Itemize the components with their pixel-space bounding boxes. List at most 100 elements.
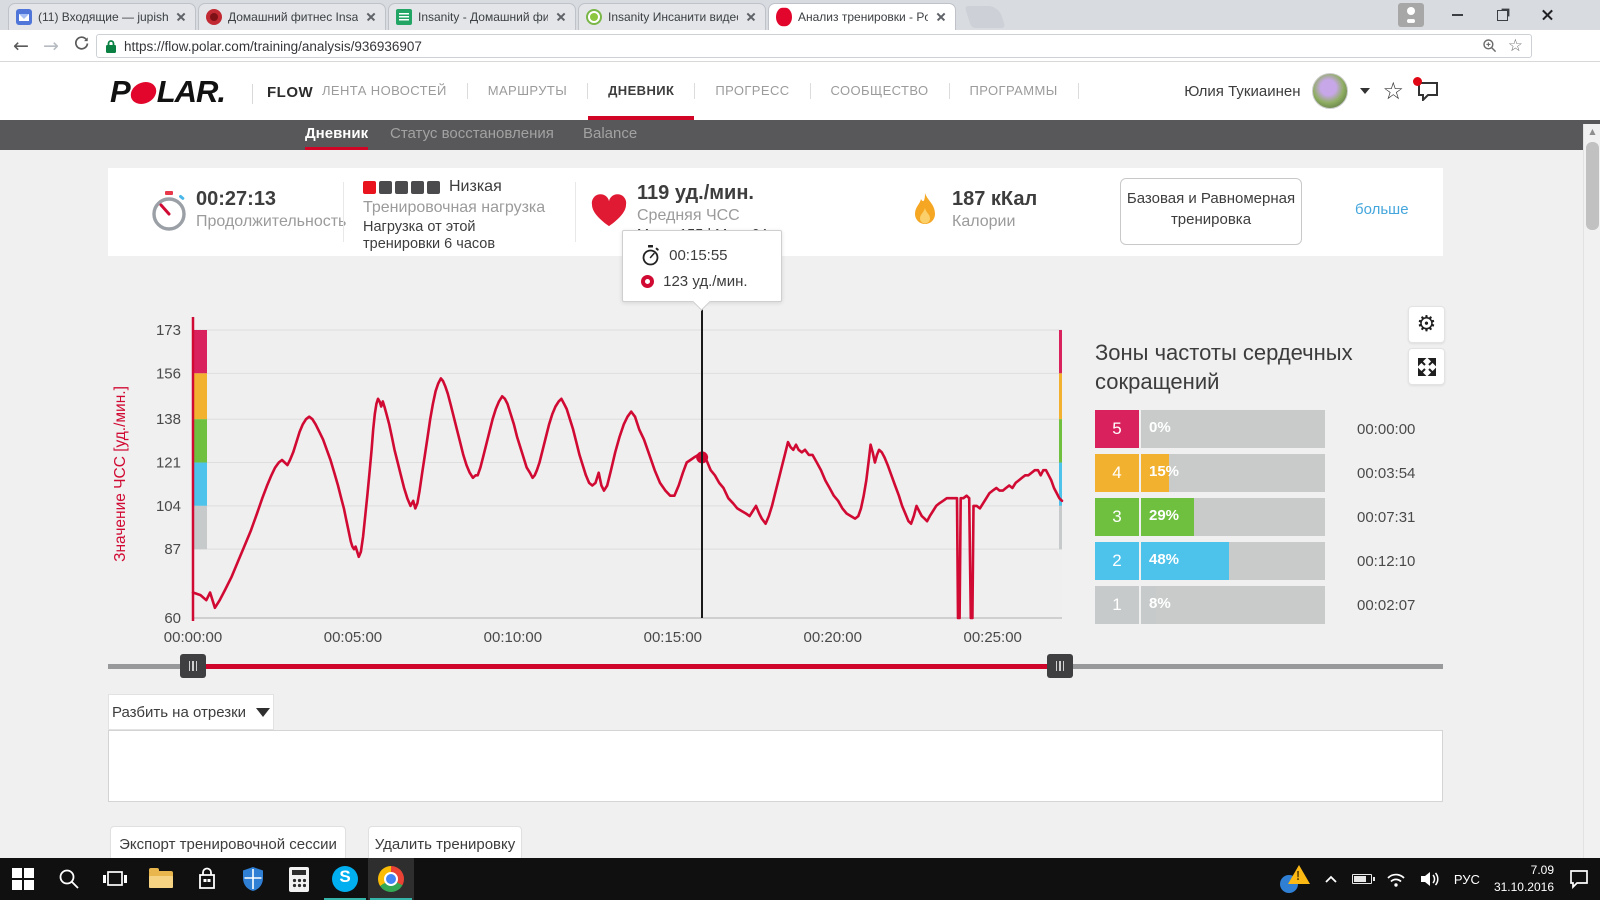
taskbar-search-icon[interactable] — [46, 858, 92, 900]
nav-community[interactable]: СООБЩЕСТВО — [830, 83, 929, 98]
slider-handle-left[interactable] — [180, 654, 206, 678]
favorites-star-icon[interactable]: ☆ — [1382, 77, 1404, 105]
start-button[interactable] — [0, 858, 46, 900]
close-icon[interactable] — [554, 10, 568, 24]
action-center-icon[interactable] — [1568, 869, 1590, 889]
subnav-balance[interactable]: Balance — [583, 125, 638, 142]
subnav-diary[interactable]: Дневник — [305, 120, 369, 150]
alert-tray-icon[interactable] — [1279, 865, 1310, 893]
svg-text:121: 121 — [156, 455, 181, 472]
windows-defender-icon[interactable] — [230, 858, 276, 900]
video-site-icon — [586, 9, 602, 25]
avg-hr-value: 119 уд./мин. — [637, 182, 754, 204]
delete-training-button[interactable]: Удалить тренировку — [368, 826, 522, 858]
calories-value: 187 кКал — [952, 188, 1038, 210]
slider-handle-right[interactable] — [1047, 654, 1073, 678]
zone-time: 00:00:00 — [1357, 420, 1416, 438]
nav-diary[interactable]: ДНЕВНИК — [588, 62, 695, 120]
gear-icon: ⚙ — [1416, 311, 1437, 337]
polar-logo[interactable]: P LAR. — [110, 74, 226, 109]
training-load-squares — [363, 180, 440, 194]
file-explorer-icon[interactable] — [138, 858, 184, 900]
browser-tab[interactable]: (11) Входящие — jupisha — [8, 3, 196, 30]
nav-programs[interactable]: ПРОГРАММЫ — [969, 83, 1058, 98]
split-laps-button[interactable]: Разбить на отрезки — [108, 694, 274, 730]
polar-flow-page: P LAR. FLOW ЛЕНТА НОВОСТЕЙ МАРШРУТЫ ДНЕВН… — [0, 62, 1600, 858]
chart-fullscreen-button[interactable] — [1408, 348, 1445, 385]
hr-zone-row: 5 0% 00:00:00 — [1095, 410, 1415, 448]
sub-nav: Дневник Статус восстановления Balance — [0, 120, 1600, 150]
browser-tab[interactable]: Insanity - Домашний фи — [388, 3, 576, 30]
svg-text:138: 138 — [156, 411, 181, 428]
window-close-button[interactable] — [1532, 2, 1562, 28]
duration-label: Продолжительность — [196, 213, 347, 230]
svg-text:00:10:00: 00:10:00 — [484, 629, 542, 646]
spreadsheet-icon — [396, 9, 412, 25]
skype-icon[interactable] — [322, 858, 368, 900]
system-tray: РУС 7.09 31.10.2016 — [1279, 858, 1600, 900]
svg-text:156: 156 — [156, 365, 181, 382]
hr-zones-title: Зоны частоты сердечных сокращений — [1095, 340, 1353, 395]
user-name[interactable]: Юлия Тукиаинен — [1184, 82, 1301, 100]
tray-chevron-up-icon[interactable] — [1324, 874, 1338, 884]
nav-routes[interactable]: МАРШРУТЫ — [487, 83, 568, 98]
wifi-icon[interactable] — [1386, 872, 1406, 887]
chart-settings-button[interactable]: ⚙ — [1408, 306, 1445, 343]
divider — [343, 182, 344, 242]
zone-number: 2 — [1095, 542, 1139, 580]
nav-progress[interactable]: ПРОГРЕСС — [715, 83, 790, 98]
range-slider-selection[interactable] — [193, 664, 1060, 669]
volume-icon[interactable] — [1420, 871, 1440, 887]
battery-icon[interactable] — [1351, 874, 1375, 884]
browser-tab[interactable]: Домашний фитнес Insan — [198, 3, 386, 30]
zone-time: 00:03:54 — [1357, 464, 1416, 482]
close-icon[interactable] — [934, 10, 948, 24]
zone-number: 3 — [1095, 498, 1139, 536]
hr-zones-panel: Зоны частоты сердечных сокращений 5 0% 0… — [1095, 338, 1445, 624]
avatar[interactable] — [1312, 73, 1349, 109]
language-indicator[interactable]: РУС — [1453, 871, 1480, 887]
sport-type-button[interactable]: Базовая и Равномерная тренировка — [1120, 178, 1302, 245]
zoom-icon[interactable] — [1482, 38, 1498, 54]
new-tab-button[interactable] — [964, 6, 1006, 28]
nav-feed[interactable]: ЛЕНТА НОВОСТЕЙ — [322, 83, 447, 98]
export-session-button[interactable]: Экспорт тренировочной сессии — [110, 826, 346, 858]
task-view-icon[interactable] — [92, 858, 138, 900]
back-button[interactable]: ← — [13, 34, 29, 57]
scroll-up-arrow[interactable]: ▲ — [1589, 127, 1596, 136]
zone-bar: 29% — [1141, 498, 1325, 536]
bookmark-star-icon[interactable]: ☆ — [1507, 36, 1523, 56]
microsoft-store-icon[interactable] — [184, 858, 230, 900]
more-link[interactable]: больше — [1355, 201, 1409, 218]
zone-time: 00:07:31 — [1357, 508, 1416, 526]
subnav-recovery[interactable]: Статус восстановления — [390, 125, 554, 142]
stopwatch-icon — [642, 244, 659, 265]
refresh-button[interactable] — [66, 35, 96, 57]
user-block: Юлия Тукиаинен ☆ — [1184, 62, 1440, 120]
browser-tab-active[interactable]: Анализ тренировки - Po — [768, 3, 956, 30]
chart-cursor-line[interactable] — [701, 302, 704, 618]
chevron-down-icon[interactable] — [1360, 88, 1371, 94]
hr-chart[interactable]: 173 156 138 121 104 87 60 00:00:00 00:05:00 00:10… — [105, 295, 1105, 650]
site-header: P LAR. FLOW ЛЕНТА НОВОСТЕЙ МАРШРУТЫ ДНЕВН… — [0, 62, 1600, 120]
scrollbar-thumb[interactable] — [1586, 142, 1599, 230]
close-icon[interactable] — [364, 10, 378, 24]
forward-button[interactable]: → — [43, 34, 59, 57]
minimize-button[interactable] — [1442, 2, 1472, 28]
load-detail: Нагрузка от этой тренировки 6 часов — [363, 219, 496, 252]
flow-label: FLOW — [252, 84, 313, 104]
scrollbar[interactable]: ▲ ▼ — [1583, 124, 1600, 858]
clock[interactable]: 7.09 31.10.2016 — [1493, 862, 1554, 894]
flame-icon — [915, 193, 935, 224]
browser-profile-icon[interactable] — [1398, 3, 1424, 27]
address-bar[interactable]: https://flow.polar.com/training/analysis… — [96, 34, 1532, 58]
chrome-icon[interactable] — [368, 858, 414, 900]
close-icon[interactable] — [174, 10, 188, 24]
restore-button[interactable] — [1487, 2, 1517, 28]
calculator-icon[interactable] — [276, 858, 322, 900]
browser-tab[interactable]: Insanity Инсанити видео — [578, 3, 766, 30]
close-icon[interactable] — [744, 10, 758, 24]
secure-lock-icon — [106, 39, 116, 53]
notifications-icon[interactable] — [1413, 77, 1440, 101]
